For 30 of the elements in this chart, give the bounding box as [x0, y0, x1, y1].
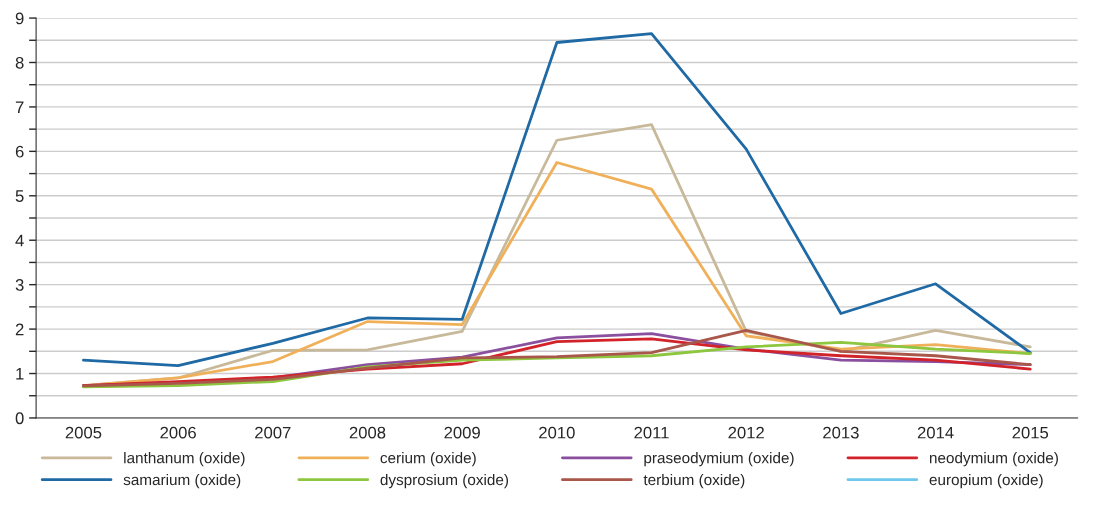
- x-tick-label: 2015: [1012, 426, 1049, 439]
- x-tick-label: 2010: [539, 426, 575, 439]
- y-tick-label: 7: [15, 101, 24, 113]
- x-tick-label: 2009: [444, 426, 480, 439]
- legend-label: praseodymium (oxide): [644, 452, 794, 467]
- x-tick-label: 2014: [917, 426, 954, 439]
- line-series: [82, 32, 1032, 367]
- x-tick-label: 2012: [728, 426, 764, 439]
- y-tick-label: 0: [15, 412, 24, 425]
- legend-label: dysprosium (oxide): [380, 473, 509, 489]
- y-tick-label: 2: [15, 323, 24, 336]
- y-tick-label: 5: [15, 190, 24, 202]
- y-tick-label: 6: [15, 145, 24, 158]
- legend-label: europium (oxide): [929, 473, 1043, 489]
- y-tick-label: 8: [15, 56, 24, 69]
- x-tick-label: 2011: [634, 426, 669, 439]
- legend-label: cerium (oxide): [380, 452, 476, 467]
- legend-label: neodymium (oxide): [929, 452, 1058, 467]
- legend-label: lanthanum (oxide): [124, 452, 245, 467]
- y-tick-label: 1: [16, 368, 24, 380]
- x-tick-label: 2005: [65, 426, 102, 439]
- y-tick-label: 3: [15, 279, 24, 291]
- y-tick-label: 4: [15, 234, 24, 247]
- y-tick-label: 9: [15, 12, 24, 25]
- x-tick-label: 2007: [255, 426, 291, 439]
- x-tick-label: 2013: [823, 426, 859, 439]
- legend-label: terbium (oxide): [643, 473, 745, 489]
- x-tick-label: 2006: [160, 426, 196, 439]
- legend-label: samarium (oxide): [123, 473, 241, 489]
- x-tick-label: 2008: [349, 426, 386, 439]
